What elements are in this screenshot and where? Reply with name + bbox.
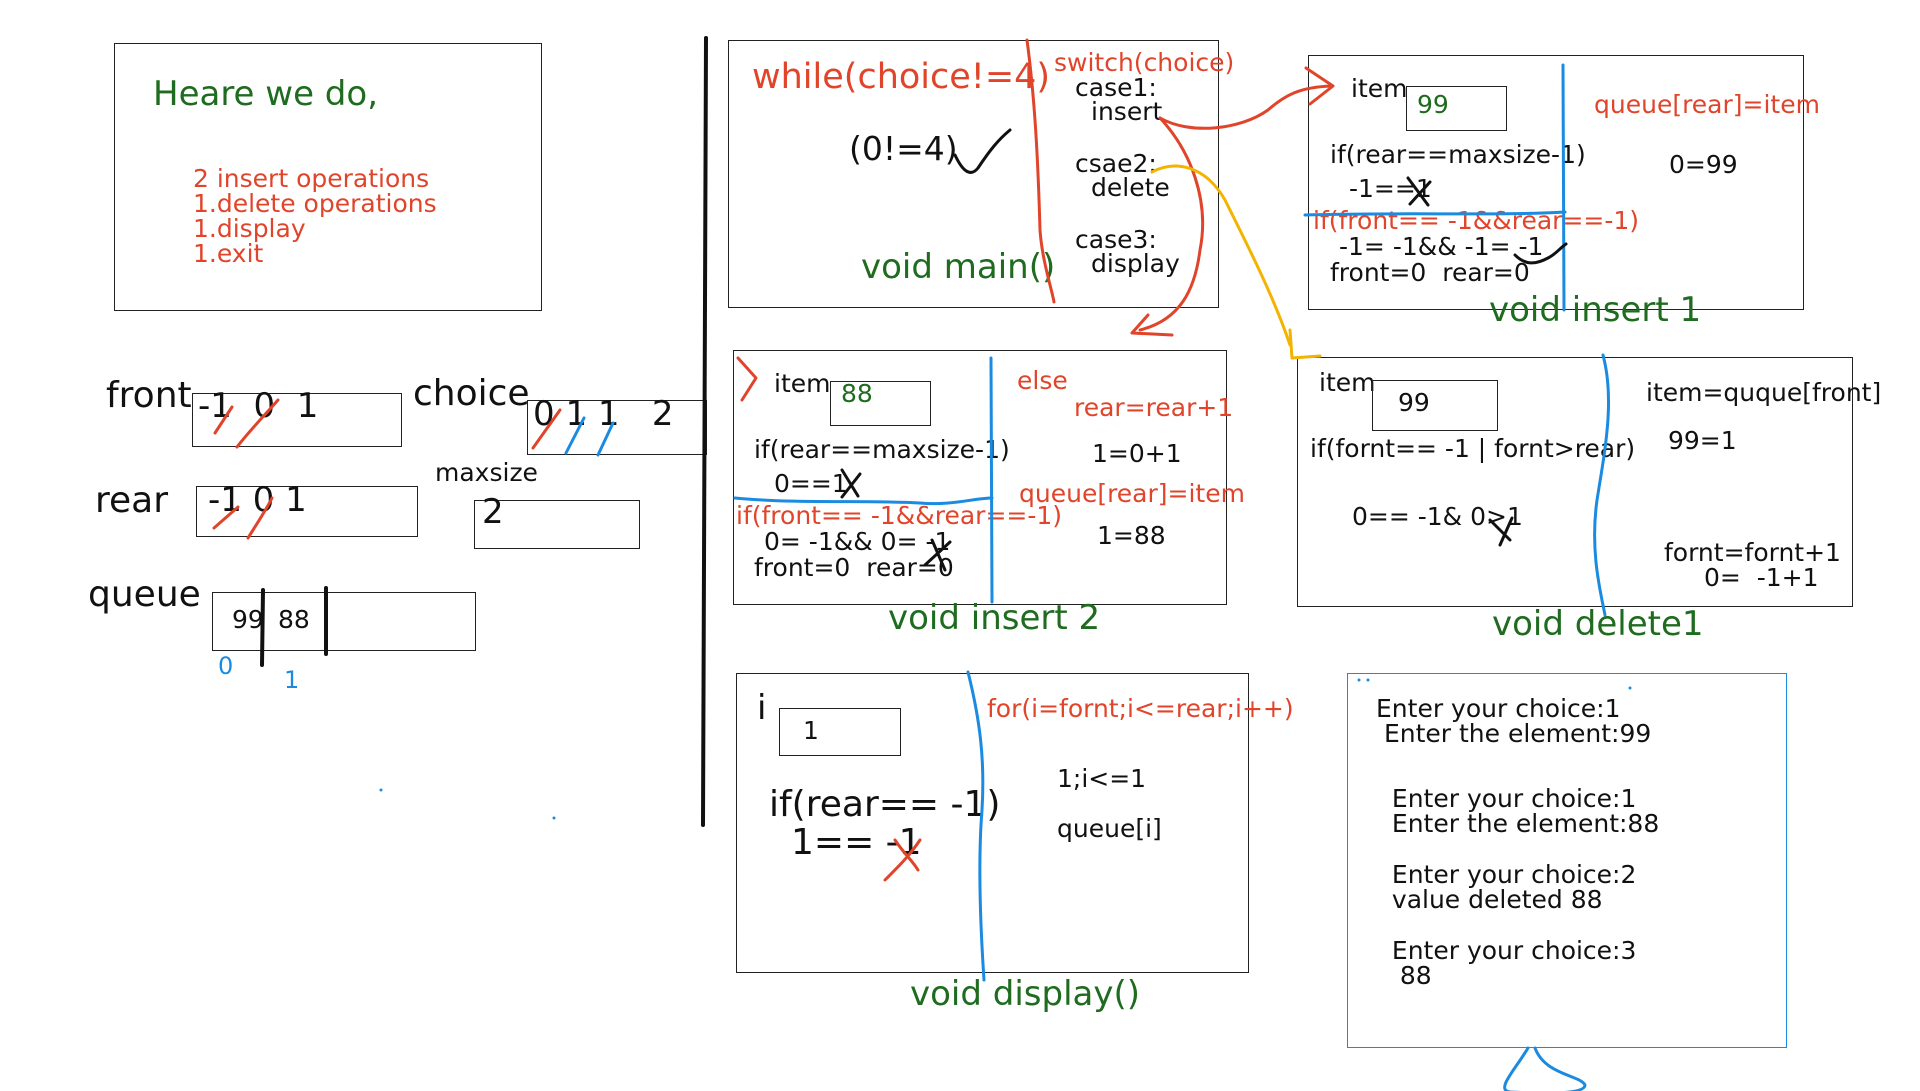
choice-label: choice	[413, 373, 530, 414]
insert2-result: 1=88	[1097, 521, 1166, 550]
insert2-else: else	[1017, 366, 1068, 395]
intro-line-3: 1.display	[193, 214, 306, 243]
display-cond-eval: 1== -1	[791, 822, 922, 863]
insert2-assign: queue[rear]=item	[1019, 479, 1245, 508]
main-box: while(choice!=4) (0!=4) case1: insert cs…	[728, 40, 1219, 308]
insert2-cond1: if(rear==maxsize-1)	[754, 435, 1010, 464]
intro-line-1: 2 insert operations	[193, 164, 430, 193]
insert2-calc: 1=0+1	[1092, 439, 1182, 468]
insert2-cond2: if(front== -1&&rear==-1)	[736, 501, 1063, 530]
console-line-2: Enter the element:99	[1376, 719, 1652, 748]
insert1-title: void insert 1	[1489, 290, 1702, 330]
arrow-to-insert2-head	[1130, 313, 1174, 337]
maxsize-box	[474, 500, 640, 549]
maxsize-value: 2	[482, 492, 504, 532]
intro-line-4: 1.exit	[193, 239, 264, 268]
console-line-5: Enter the element:88	[1376, 809, 1660, 838]
insert2-box: item 88 else rear=rear+1 if(rear==maxsiz…	[733, 350, 1245, 605]
choice-values: 0 1 1 2	[533, 394, 674, 434]
insert1-cond2: if(front== -1&&rear==-1)	[1313, 206, 1640, 235]
intro-line-2: 1.delete operations	[193, 189, 437, 218]
stray-dot-2	[552, 816, 556, 820]
queue-index-1: 1	[284, 666, 300, 694]
console-box: Enter your choice:1 Enter the element:99…	[1347, 673, 1787, 1048]
delete1-assign: item=quque[front]	[1646, 378, 1882, 407]
insert2-set: front=0 rear=0	[754, 553, 954, 582]
main-check: (0!=4)	[849, 129, 958, 168]
insert2-item-value: 88	[841, 379, 873, 408]
front-label: front	[106, 375, 192, 416]
insert1-set: front=0 rear=0	[1330, 258, 1530, 287]
rear-box	[196, 486, 418, 537]
arrow-to-delete1-head	[1288, 328, 1322, 360]
display-loop: for(i=fornt;i<=rear;i++)	[987, 694, 1294, 723]
insert2-cond2-eval: 0= -1&& 0= -1	[764, 527, 951, 556]
console-line-4: Enter your choice:1	[1376, 784, 1637, 813]
insert1-result: 0=99	[1669, 150, 1738, 179]
delete1-item-box	[1372, 380, 1498, 431]
main-case-1: case1:	[1075, 73, 1157, 102]
insert2-rear-inc: rear=rear+1	[1074, 393, 1234, 422]
main-while: while(choice!=4)	[752, 57, 1051, 97]
delete1-title: void delete1	[1492, 604, 1704, 644]
delete1-result: 99=1	[1668, 426, 1737, 455]
delete1-item-value: 99	[1398, 388, 1430, 417]
display-cond: if(rear== -1)	[769, 784, 1001, 825]
console-line-11: 88	[1376, 961, 1432, 990]
insert2-cond1-eval: 0==1	[774, 469, 848, 498]
queue-cell-1: 88	[278, 605, 310, 634]
main-case-3-action: display	[1091, 249, 1180, 278]
display-i-value: 1	[803, 716, 819, 745]
display-loop-eval: 1;i<=1	[1057, 764, 1147, 793]
display-box: i 1 for(i=fornt;i<=rear;i++) 1;i<=1 if(r…	[736, 673, 1294, 973]
front-values: -1 0 1	[198, 386, 319, 426]
rear-label: rear	[95, 480, 169, 521]
stray-dot-1	[379, 788, 383, 792]
queue-cell-0: 99	[232, 605, 264, 634]
insert1-assign: queue[rear]=item	[1594, 90, 1820, 119]
main-switch: switch(choice)	[1054, 48, 1235, 77]
insert2-item-box	[830, 381, 931, 426]
display-print: queue[i]	[1057, 814, 1162, 843]
console-line-7: Enter your choice:2	[1376, 860, 1637, 889]
front-box	[192, 393, 402, 447]
insert2-item-label: item	[774, 369, 831, 398]
main-case-2-action: delete	[1091, 173, 1170, 202]
display-i-box	[779, 708, 901, 756]
insert1-item-label: item	[1351, 74, 1408, 103]
insert1-item-value: 99	[1417, 90, 1449, 119]
maxsize-label: maxsize	[435, 458, 538, 487]
display-title: void display()	[910, 974, 1141, 1014]
delete1-item-label: item	[1319, 368, 1376, 397]
main-title: void main()	[861, 247, 1056, 287]
console-line-1: Enter your choice:1	[1376, 694, 1621, 723]
console-bubble-tail	[1503, 1046, 1587, 1091]
delete1-inc-eval: 0= -1+1	[1704, 563, 1819, 592]
main-case-1-action: insert	[1091, 97, 1163, 126]
queue-box	[212, 592, 476, 651]
delete1-cond: if(fornt== -1 | fornt>rear)	[1310, 434, 1636, 463]
console-line-10: Enter your choice:3	[1376, 936, 1637, 965]
insert1-cond1-eval: -1==1	[1349, 174, 1432, 203]
queue-index-0: 0	[218, 652, 234, 680]
display-i-label: i	[757, 688, 767, 728]
insert1-cond2-eval: -1= -1&& -1= -1	[1339, 232, 1544, 261]
rear-values: -1 0 1	[208, 480, 307, 520]
delete1-cond-eval: 0== -1& 0>1	[1352, 502, 1523, 531]
intro-box: Heare we do, 2 insert operations 1.delet…	[114, 43, 542, 311]
delete1-inc: fornt=fornt+1	[1664, 538, 1841, 567]
insert1-cond1: if(rear==maxsize-1)	[1330, 140, 1586, 169]
insert2-title: void insert 2	[888, 598, 1101, 638]
insert1-item-box	[1406, 86, 1507, 131]
queue-label: queue	[88, 574, 201, 615]
insert1-box: item 99 queue[rear]=item if(rear==maxsiz…	[1308, 55, 1820, 310]
delete1-box: item 99 item=quque[front] if(fornt== -1 …	[1297, 357, 1881, 607]
intro-heading: Heare we do,	[153, 74, 379, 114]
console-line-8: value deleted 88	[1376, 885, 1603, 914]
